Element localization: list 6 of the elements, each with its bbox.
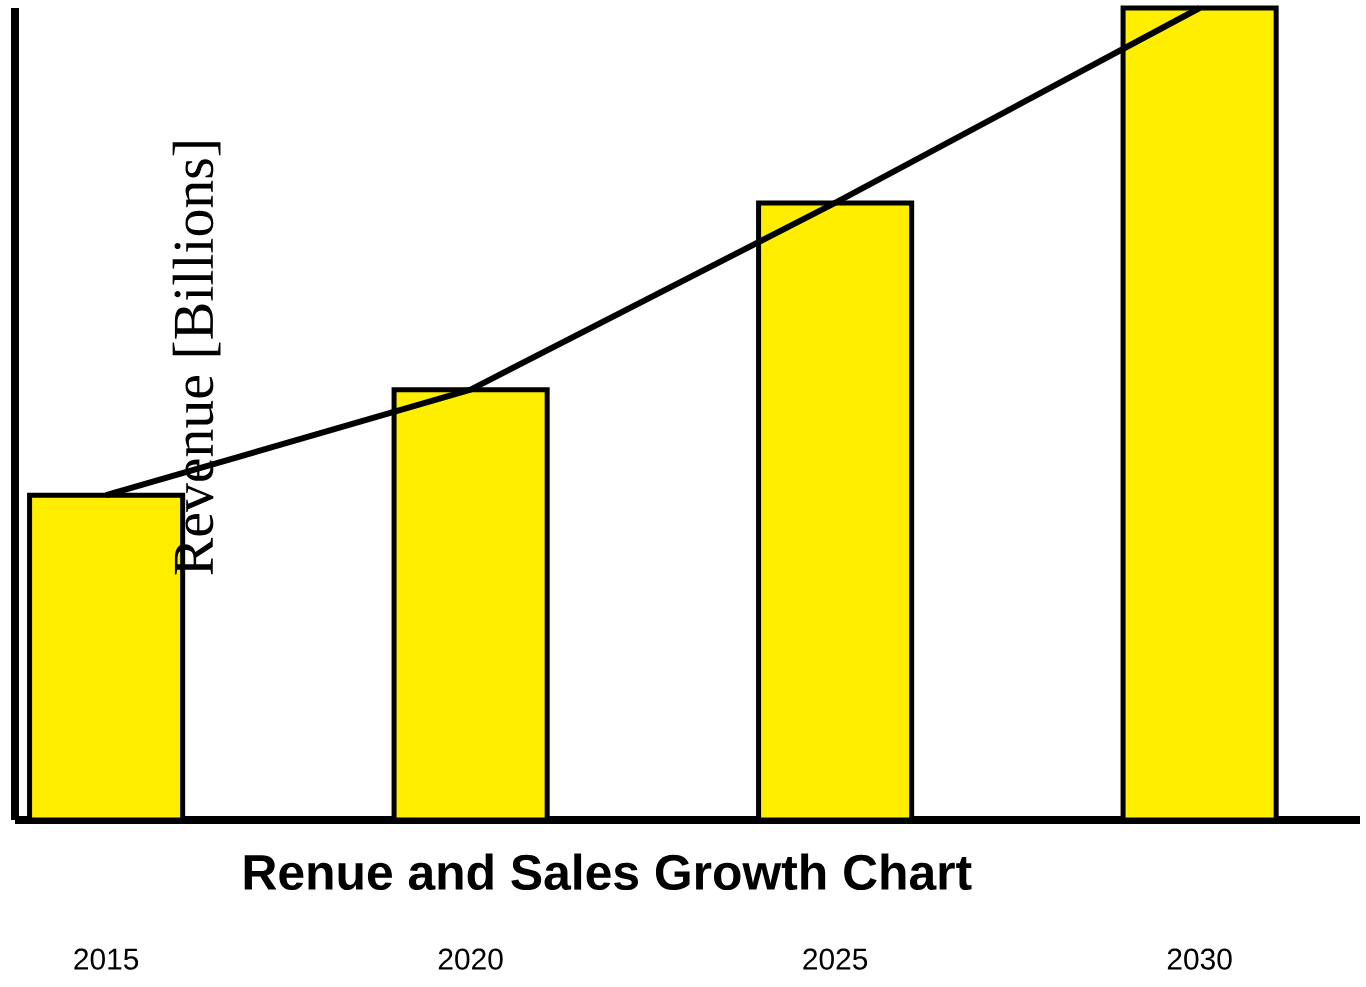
x-tick-label: 2030 [1167,948,1232,970]
y-axis-title: Revenue [Billions] [172,142,221,575]
text: Renue and Sales Growth Chart [244,853,972,891]
x-tick-label: 2015 [74,948,139,970]
x-tick-label: 2020 [438,948,503,970]
x-tick-label: 2025 [803,948,868,970]
